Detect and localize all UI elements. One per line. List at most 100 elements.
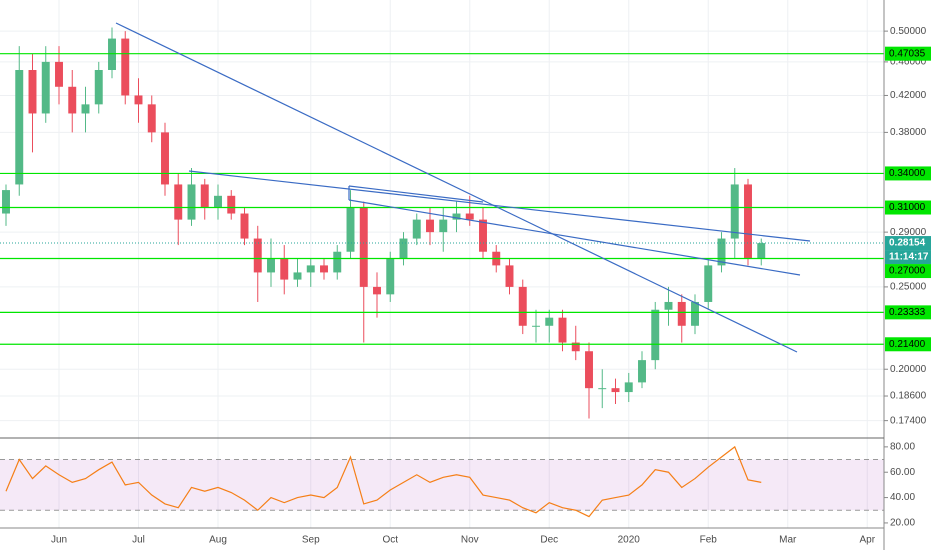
candle-body — [439, 219, 448, 233]
candle-body — [571, 342, 580, 352]
candle-body — [638, 360, 646, 383]
last-price-box — [885, 236, 931, 251]
level-box — [885, 264, 931, 279]
x-tick-label: Nov — [461, 535, 479, 546]
candle-body — [691, 301, 699, 326]
candle-body — [479, 219, 487, 252]
candle-body — [426, 219, 434, 233]
candle-body — [744, 184, 752, 259]
level-label: 0.47035 — [889, 48, 926, 59]
candle-body — [611, 388, 620, 393]
y-tick-label: 0.29000 — [890, 227, 927, 238]
countdown-box — [885, 250, 931, 265]
level-label: 0.23333 — [889, 307, 926, 318]
candle-body — [94, 70, 103, 105]
rsi-band — [0, 459, 884, 511]
y-tick-label: 0.17400 — [890, 415, 927, 426]
candle-body — [147, 104, 156, 133]
y-tick-label: 0.38000 — [890, 127, 927, 138]
y-tick-label: 0.20000 — [890, 364, 927, 375]
candle-body — [585, 351, 593, 389]
candle-body — [677, 301, 686, 326]
candle-body — [664, 301, 673, 310]
candle-body — [558, 317, 567, 343]
level-label: 0.27000 — [889, 266, 926, 277]
candle-body — [214, 195, 222, 208]
x-tick-label: Feb — [700, 535, 718, 546]
countdown-label: 11:14:17 — [889, 252, 929, 263]
trendline — [348, 185, 484, 203]
candle-body — [465, 213, 474, 220]
x-tick-label: Jul — [132, 535, 145, 546]
candle-body — [333, 251, 342, 273]
y-tick-label: 40.00 — [890, 492, 915, 503]
candle-body — [134, 95, 143, 105]
candle-body — [545, 317, 554, 326]
candle-body — [306, 265, 315, 273]
candle-body — [624, 382, 633, 393]
x-tick-label: Jun — [51, 535, 67, 546]
candle-body — [717, 238, 726, 266]
candle-body — [121, 38, 130, 96]
axis-labels: Jun Jul Aug Sep Oct Nov Dec 2020 Feb Mar Apr 0.5000… — [51, 26, 931, 546]
x-tick-label: Sep — [302, 535, 320, 546]
level-label: 0.31000 — [889, 202, 926, 213]
trendline — [188, 170, 811, 242]
candle-body — [2, 190, 10, 214]
trendlines — [115, 22, 811, 353]
candle-body — [359, 207, 368, 287]
y-tick-label: 0.25000 — [890, 282, 927, 293]
candle-body — [373, 286, 381, 295]
last-price-label: 0.28154 — [889, 238, 926, 249]
candle-body — [293, 272, 302, 280]
candle-body — [757, 243, 766, 259]
y-tick-label: 0.18600 — [890, 391, 927, 402]
level-box — [885, 166, 931, 181]
trendline — [115, 22, 798, 353]
candle-body — [386, 258, 395, 295]
candle-body — [730, 184, 739, 239]
y-tick-label: 0.50000 — [890, 26, 927, 37]
y-tick-label: 0.42000 — [890, 90, 927, 101]
candle-body — [108, 38, 116, 71]
candle-body — [518, 286, 527, 326]
level-box — [885, 305, 931, 320]
level-box — [885, 200, 931, 215]
rsi-line — [5, 445, 762, 518]
candle-body — [200, 184, 209, 208]
candle-body — [267, 258, 275, 273]
x-tick-label: 2020 — [618, 535, 641, 546]
grid — [0, 0, 884, 528]
candle-body — [452, 213, 461, 220]
candle-body — [598, 388, 607, 390]
level-box — [885, 337, 931, 352]
candle-body — [41, 61, 50, 114]
candle-body — [532, 325, 540, 327]
candle-body — [161, 132, 169, 185]
y-tick-label: 60.00 — [890, 467, 915, 478]
level-box — [885, 46, 931, 61]
level-label: 0.21400 — [889, 339, 926, 350]
candle-body — [15, 70, 24, 185]
candle-body — [280, 258, 289, 280]
candle-body — [55, 61, 63, 87]
trendline — [348, 199, 801, 276]
candle-body — [399, 238, 408, 259]
x-tick-label: Dec — [540, 535, 558, 546]
candle-body — [81, 104, 90, 114]
candle-body — [412, 219, 421, 239]
y-tick-label: 80.00 — [890, 442, 915, 453]
candle-body — [651, 309, 660, 361]
candle-body — [187, 184, 196, 220]
candle-body — [28, 70, 37, 114]
candle-body — [505, 265, 514, 287]
candle-body — [68, 86, 77, 114]
level-label: 0.34000 — [889, 168, 926, 179]
candle-body — [253, 238, 262, 273]
plot — [0, 27, 884, 518]
candle-body — [320, 265, 328, 273]
candle-body — [227, 195, 236, 214]
candle-body — [240, 213, 249, 239]
candle-body — [704, 265, 713, 302]
